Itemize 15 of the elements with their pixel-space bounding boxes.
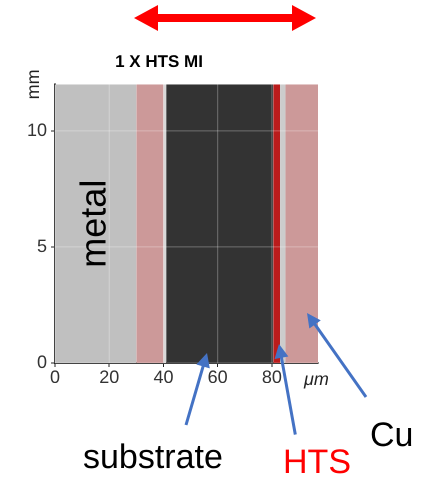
y-tick-label: 10 [26,120,47,140]
text: Cu [370,416,414,454]
x-tick-label: 80 [262,366,282,387]
y-tick-label: 5 [36,236,47,256]
x-tick-label: 60 [208,366,228,387]
y-axis-title: mm [22,69,43,100]
text: substrate [83,438,223,476]
x-tick-label: 40 [153,366,174,387]
y-tick-label: 0 [36,352,47,372]
chart-title: 1 X HTS MI [115,52,203,71]
annotation: metal [72,180,114,268]
x-tick-label: 20 [99,366,120,387]
annotation: HTS [283,443,351,481]
x-axis-title: μm [303,369,329,389]
x-tick-label: 0 [50,366,60,387]
